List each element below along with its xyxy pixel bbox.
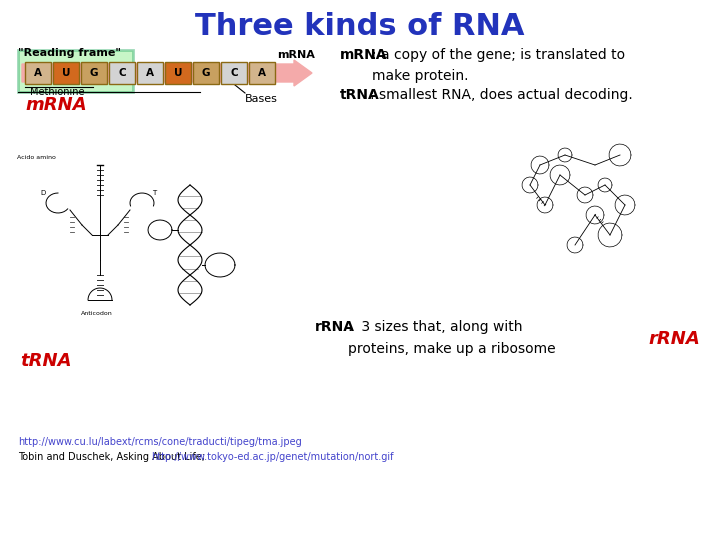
Text: Three kinds of RNA: Three kinds of RNA	[195, 12, 525, 41]
Bar	[53, 62, 79, 84]
Bar	[193, 62, 219, 84]
Text: mRNA: mRNA	[25, 96, 86, 114]
Text: http://www.tokyo-ed.ac.jp/genet/mutation/nort.gif: http://www.tokyo-ed.ac.jp/genet/mutation…	[151, 452, 394, 462]
Text: Methionine: Methionine	[30, 87, 84, 97]
Text: : a copy of the gene; is translated to
make protein.: : a copy of the gene; is translated to m…	[372, 48, 625, 83]
Bar	[249, 62, 275, 84]
Text: A: A	[146, 68, 154, 78]
Text: U: U	[62, 68, 71, 78]
Text: T: T	[152, 190, 156, 196]
Text: rRNA: rRNA	[315, 320, 355, 334]
Bar	[165, 62, 191, 84]
FancyBboxPatch shape	[18, 50, 133, 92]
Text: C: C	[118, 68, 126, 78]
Text: Anticodon: Anticodon	[81, 311, 113, 316]
Text: Acido amino: Acido amino	[17, 155, 56, 160]
Bar	[109, 62, 135, 84]
Text: Bases: Bases	[245, 94, 278, 104]
Text: G: G	[202, 68, 210, 78]
Text: tRNA: tRNA	[340, 88, 379, 102]
Text: A: A	[258, 68, 266, 78]
Text: G: G	[90, 68, 98, 78]
Text: "Reading frame": "Reading frame"	[18, 48, 121, 58]
Bar	[137, 62, 163, 84]
Text: : smallest RNA, does actual decoding.: : smallest RNA, does actual decoding.	[370, 88, 633, 102]
Text: U: U	[174, 68, 182, 78]
Bar	[221, 62, 247, 84]
Text: A: A	[34, 68, 42, 78]
Text: Tobin and Duschek, Asking About Life;: Tobin and Duschek, Asking About Life;	[18, 452, 211, 462]
Text: mRNA: mRNA	[277, 50, 315, 60]
Text: C: C	[230, 68, 238, 78]
Text: D: D	[40, 190, 45, 196]
Text: mRNA: mRNA	[340, 48, 387, 62]
Text: :  3 sizes that, along with
proteins, make up a ribosome: : 3 sizes that, along with proteins, mak…	[348, 320, 556, 356]
Bar	[81, 62, 107, 84]
Text: http://www.cu.lu/labext/rcms/cone/traducti/tipeg/tma.jpeg: http://www.cu.lu/labext/rcms/cone/traduc…	[18, 437, 302, 447]
FancyArrow shape	[22, 60, 312, 86]
Text: rRNA: rRNA	[648, 330, 700, 348]
Text: tRNA: tRNA	[20, 352, 71, 370]
Bar	[25, 62, 51, 84]
